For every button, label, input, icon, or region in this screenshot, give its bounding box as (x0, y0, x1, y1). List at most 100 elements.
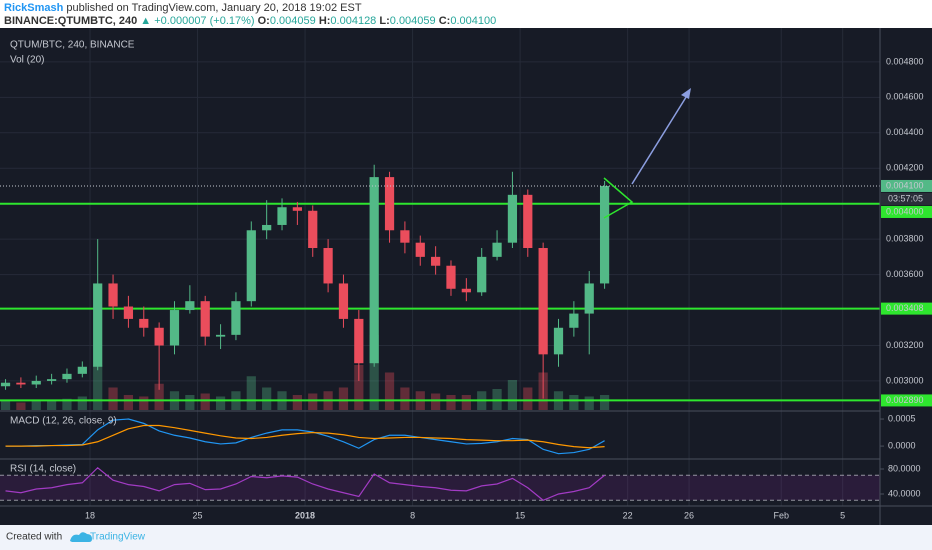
drawing-arrowhead (681, 88, 691, 99)
volume-bar (200, 393, 210, 410)
volume-bar (154, 383, 164, 410)
footer-bg (0, 525, 932, 550)
y-tick-label: 0.004400 (886, 127, 924, 137)
h-val: 0.004128 (330, 15, 376, 27)
candle-body (384, 177, 395, 231)
candle-body (400, 230, 410, 243)
y-tick-label: 0.0005 (888, 413, 916, 423)
x-tick-label: 22 (623, 510, 633, 520)
x-tick-label: 18 (85, 510, 95, 520)
author[interactable]: RickSmash (4, 2, 64, 14)
candle-body (77, 366, 87, 374)
volume-bar (262, 387, 272, 410)
candle-body (262, 224, 272, 231)
volume-bar (47, 401, 57, 410)
tv-logo (70, 532, 92, 542)
volume-label: Vol (20) (10, 55, 44, 66)
plot-layer: 18 25 2018 8 15 22 26 Feb 5 0.004800 0.004600 0.004… (0, 28, 932, 520)
candle-body (277, 207, 287, 225)
countdown-label: 03:57:05 (888, 193, 923, 203)
candle-body (569, 313, 579, 328)
candle-body (446, 265, 456, 289)
candle-body (461, 288, 471, 293)
level-label: 0.003408 (886, 303, 924, 313)
rsi-title: RSI (14, close) (10, 464, 76, 475)
volume-bar (461, 395, 471, 410)
o-key: O: (258, 15, 270, 27)
drawing-triangle[interactable] (603, 177, 634, 219)
main-title: QTUM/BTC, 240, BINANCE (10, 40, 135, 51)
indicator-line (5, 466, 605, 501)
candle-body (415, 242, 425, 257)
candle-body (47, 379, 57, 381)
volume-bar (369, 335, 379, 410)
volume-bar (507, 380, 518, 410)
candle-body (231, 301, 241, 335)
x-tick-label: Feb (773, 510, 789, 520)
chart-bg (0, 28, 932, 525)
y-tick-label: 0.003000 (886, 375, 924, 385)
volume-bar (584, 396, 594, 410)
l-val: 0.004059 (390, 15, 436, 27)
volume-bar (31, 399, 41, 410)
level-label-bg (881, 205, 932, 218)
candle-body (338, 283, 349, 319)
volume-bar (108, 387, 118, 410)
volume-bar (16, 402, 26, 410)
symbol: BINANCE:QTUMBTC, 240 (4, 15, 137, 27)
x-tick-label: 2018 (295, 510, 315, 520)
drawing-arrow[interactable] (631, 93, 689, 185)
level-label: 0.002890 (886, 395, 924, 405)
h-key: H: (319, 15, 331, 27)
volume-bar (523, 387, 533, 410)
change: +0.000007 (+0.17%) (154, 15, 254, 27)
header-line-2: BINANCE:QTUMBTC, 240 ▲ +0.000007 (+0.17%… (4, 15, 496, 27)
volume-bar (0, 401, 11, 410)
published: published on TradingView.com, January 20… (66, 2, 361, 14)
candle-body (323, 248, 333, 284)
candle-body (431, 256, 441, 266)
countdown-bg (881, 192, 932, 205)
y-tick-label: 0.003800 (886, 234, 924, 244)
candle-body (169, 310, 180, 346)
candle-body (599, 185, 610, 284)
volume-bar (384, 372, 395, 410)
candle-body (354, 318, 364, 364)
volume-bar (354, 365, 364, 410)
o-val: 0.004059 (270, 15, 316, 27)
volume-bar (62, 398, 72, 410)
c-key: C: (439, 15, 451, 27)
volume-bar (77, 396, 87, 410)
footer-created: Created with (6, 532, 62, 543)
candle-body (123, 306, 134, 319)
rsi-band (0, 475, 880, 501)
candle-body (154, 327, 164, 346)
y-tick-label: 80.0000 (888, 463, 921, 473)
candle-body (31, 380, 41, 385)
header-line-1: RickSmash published on TradingView.com, … (4, 2, 362, 14)
y-tick-label: 0.003600 (886, 269, 924, 279)
candle-body (492, 242, 502, 257)
volume-bar (446, 395, 456, 410)
level-label: 0.004000 (886, 206, 924, 216)
y-tick-label: 0.003200 (886, 340, 924, 350)
volume-bar (338, 387, 349, 410)
y-tick-label: 0.004800 (886, 56, 924, 66)
footer-brand[interactable]: TradingView (90, 532, 146, 543)
volume-bar (292, 395, 302, 410)
macd-title: MACD (12, 26, close, 9) (10, 416, 117, 427)
candle-body (477, 256, 487, 293)
candle-body (507, 194, 518, 243)
candle-body (292, 207, 302, 211)
candle-body (108, 283, 118, 307)
volume-bar (599, 395, 610, 410)
candle-body (584, 283, 594, 314)
l-key: L: (379, 15, 389, 27)
x-tick-label: 5 (840, 510, 845, 520)
header-bg (0, 0, 932, 28)
volume-bar (123, 395, 134, 410)
y-tick-label: 0.004200 (886, 163, 924, 173)
x-tick-label: 25 (193, 510, 203, 520)
volume-bar (139, 396, 149, 410)
